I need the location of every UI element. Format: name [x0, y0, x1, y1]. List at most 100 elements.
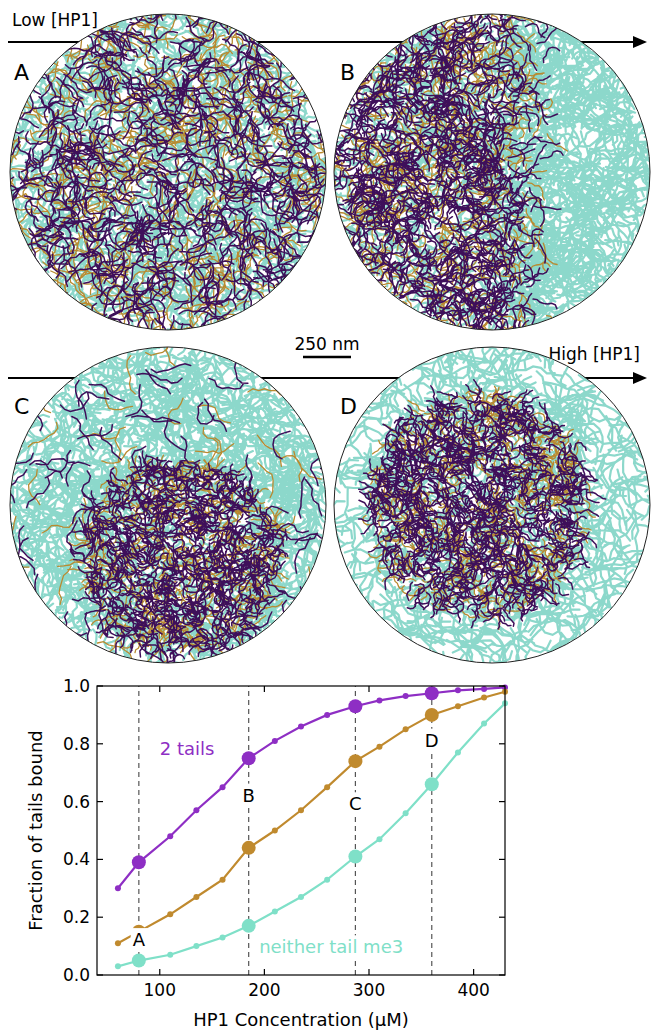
- x-tick-label: 200: [248, 980, 280, 1000]
- y-tick-label: 0.6: [63, 792, 90, 812]
- x-tick: [473, 969, 474, 975]
- series-label: neither tail me3: [259, 936, 403, 957]
- series-point: [481, 721, 487, 727]
- chain-two-tails: [1, 352, 341, 672]
- series-point: [324, 784, 330, 790]
- series-point: [324, 712, 330, 718]
- series-point: [242, 919, 256, 933]
- series-point: [272, 828, 278, 834]
- series-point: [242, 751, 256, 765]
- chart: 1002003004000.00.20.40.60.81.0HP1 Concen…: [25, 676, 508, 1030]
- series-point: [425, 708, 439, 722]
- arrow-head: [633, 36, 647, 48]
- y-tick-label: 0.0: [63, 965, 90, 985]
- arrow-head: [633, 372, 647, 384]
- figure: Low [HP1]High [HP1]250 nmABCD10020030040…: [0, 0, 655, 1036]
- y-tick: [97, 685, 103, 686]
- y-tick-label: 0.8: [63, 734, 90, 754]
- series-point: [298, 723, 304, 729]
- series-point: [376, 697, 382, 703]
- series-point: [376, 744, 382, 750]
- label-patch: [131, 928, 148, 951]
- x-axis-title: HP1 Concentration (μM): [193, 1009, 409, 1030]
- panel-letter: B: [340, 60, 355, 85]
- snapshot-outline: [10, 14, 326, 330]
- x-tick: [264, 969, 265, 975]
- snapshot: [317, 0, 655, 361]
- panel-letter: A: [14, 60, 29, 85]
- panel-letter: C: [14, 394, 29, 419]
- y-tick: [97, 743, 103, 744]
- series-point: [481, 695, 487, 701]
- y-tick-right: [499, 974, 505, 975]
- plot-marks: [115, 684, 508, 975]
- chain-one-tail: [318, 0, 570, 350]
- series-point: [455, 703, 461, 709]
- y-tick: [97, 859, 103, 860]
- plot-frame: [97, 686, 505, 975]
- series-point: [115, 963, 121, 969]
- annotation-label: A: [133, 929, 146, 950]
- series-point: [455, 687, 461, 693]
- annotation-label: D: [425, 730, 439, 751]
- series-point: [220, 877, 226, 883]
- series-point: [324, 877, 330, 883]
- series-line: [118, 703, 505, 966]
- chain-two-tails: [319, 3, 563, 347]
- annotation-label: C: [349, 793, 362, 814]
- plot-area: [97, 686, 505, 975]
- x-tick: [368, 969, 369, 975]
- snapshot-outline: [334, 347, 650, 663]
- series-point: [298, 807, 304, 813]
- series-point: [167, 911, 173, 917]
- x-tick-top: [159, 686, 160, 692]
- label-patch: [423, 729, 441, 752]
- label-patch: [257, 935, 405, 958]
- series-point: [220, 934, 226, 940]
- y-tick: [97, 801, 103, 802]
- series-point: [242, 841, 256, 855]
- series-point: [167, 833, 173, 839]
- annotation-line: [355, 686, 356, 975]
- y-tick-right: [499, 685, 505, 686]
- chain-unmethylated: [317, 0, 655, 361]
- y-tick: [97, 917, 103, 918]
- x-tick-label: 400: [457, 980, 489, 1000]
- snapshot-outline: [334, 14, 650, 330]
- y-tick-label: 0.2: [63, 907, 90, 927]
- series-point: [455, 749, 461, 755]
- scale-bar-label: 250 nm: [294, 334, 359, 354]
- series-point: [376, 836, 382, 842]
- x-tick-top: [264, 686, 265, 692]
- series-point: [348, 754, 362, 768]
- label-patch: [241, 784, 257, 807]
- y-tick-label: 1.0: [63, 676, 90, 696]
- snapshot: [0, 0, 353, 358]
- series-point: [403, 810, 409, 816]
- label-patch: [158, 737, 217, 760]
- x-tick-top: [368, 686, 369, 692]
- series-point: [425, 777, 439, 791]
- series-line: [118, 692, 505, 943]
- scale-bar: [303, 356, 351, 359]
- series-point: [481, 686, 487, 692]
- x-tick-top: [473, 686, 474, 692]
- series-point: [272, 738, 278, 744]
- series-point: [193, 943, 199, 949]
- series-point: [193, 807, 199, 813]
- snapshot: [0, 320, 356, 691]
- chain-unmethylated: [0, 320, 356, 691]
- snapshot: [293, 303, 655, 705]
- series-point: [115, 885, 121, 891]
- series-point: [220, 784, 226, 790]
- panel-letter: D: [340, 394, 357, 419]
- series-point: [167, 952, 173, 958]
- chain-two-tails: [359, 380, 606, 629]
- low-label: Low [HP1]: [12, 10, 98, 30]
- series-point: [298, 894, 304, 900]
- y-tick-right: [499, 801, 505, 802]
- y-axis-title: Fraction of tails bound: [25, 730, 46, 931]
- series-point: [403, 693, 409, 699]
- series-point: [115, 940, 121, 946]
- series-point: [425, 686, 439, 700]
